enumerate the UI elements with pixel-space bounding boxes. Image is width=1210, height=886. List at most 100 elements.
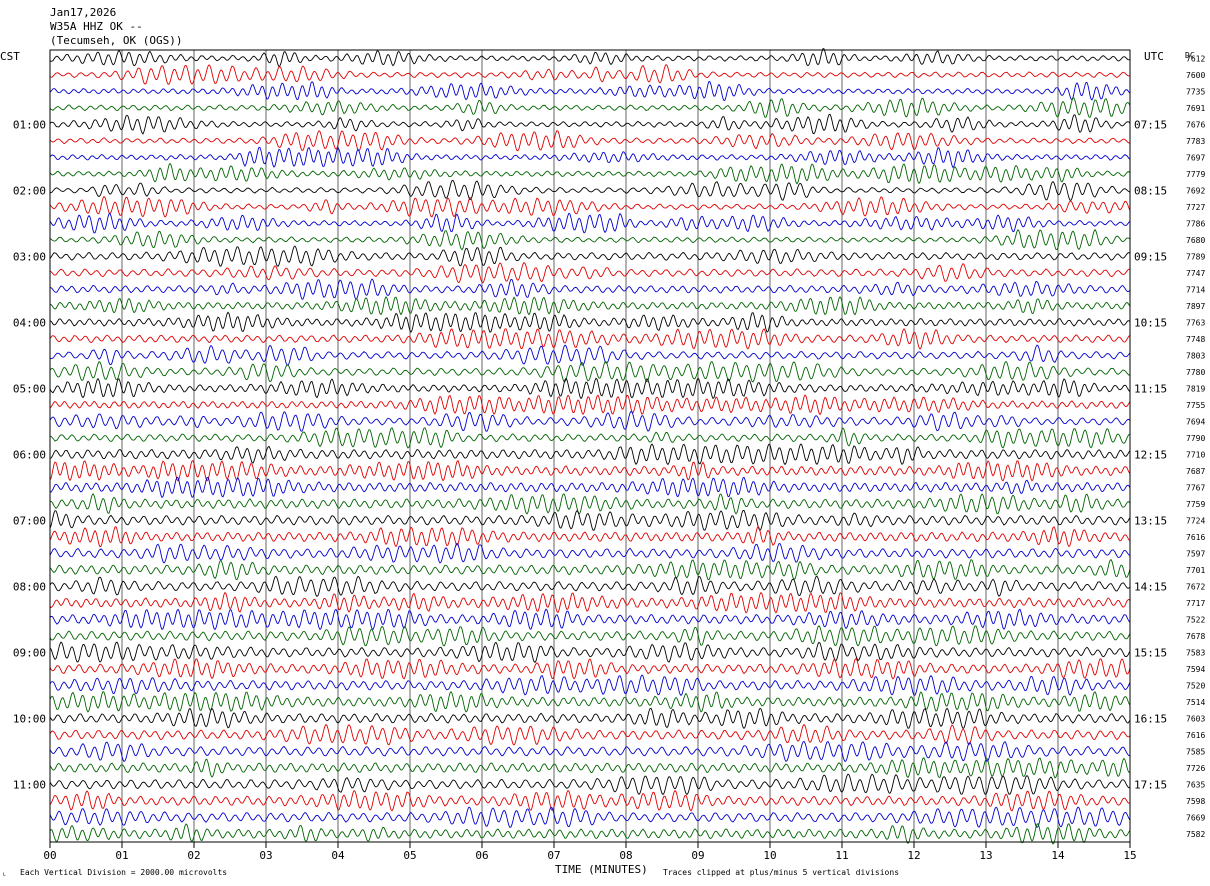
dc-offset-value: 7726: [1186, 764, 1205, 773]
left-hour-label: 02:00: [13, 184, 46, 197]
x-tick-label: 05: [403, 849, 416, 862]
left-hour-label: 03:00: [13, 250, 46, 263]
seismic-trace: [49, 195, 1131, 218]
right-hour-label: 09:15: [1134, 250, 1167, 263]
dc-offset-value: 7786: [1186, 219, 1205, 228]
dc-offset-value: 7755: [1186, 401, 1205, 410]
right-hour-labels: 07:15 08:15 09:15 10:15 11:15 12:15 13:15 14:15…: [1134, 118, 1167, 791]
seismic-trace: [49, 328, 1131, 350]
dc-offset-value: 7616: [1186, 533, 1205, 542]
x-tick-label: 13: [979, 849, 992, 862]
left-hour-label: 01:00: [13, 118, 46, 131]
seismic-trace: [49, 674, 1131, 697]
x-tick-label: 07: [547, 849, 560, 862]
seismic-trace: [49, 48, 1131, 68]
right-hour-label: 10:15: [1134, 316, 1167, 329]
seismic-trace: [49, 757, 1131, 779]
seismic-trace: [49, 558, 1131, 581]
dc-offset-value: 7790: [1186, 434, 1205, 443]
seismic-trace: [49, 360, 1131, 383]
dc-offset-value: 7710: [1186, 450, 1205, 459]
dc-offset-value: 7727: [1186, 203, 1205, 212]
dc-offset-value: 7594: [1186, 665, 1205, 674]
dc-offset-value: 7669: [1186, 813, 1205, 822]
x-tick-label: 15: [1123, 849, 1136, 862]
dc-offset-value: 7780: [1186, 368, 1205, 377]
dc-offset-value: 7603: [1186, 714, 1205, 723]
right-hour-label: 14:15: [1134, 580, 1167, 593]
seismic-trace: [49, 476, 1131, 499]
dc-column-label: DC: [1185, 51, 1195, 60]
x-tick-label: 02: [187, 849, 200, 862]
seismic-trace: [49, 459, 1131, 482]
scale-note: Each Vertical Division = 2000.00 microvo…: [20, 868, 227, 877]
dc-offset-value: 7783: [1186, 137, 1205, 146]
seismic-trace: [49, 311, 1131, 333]
right-hour-label: 11:15: [1134, 382, 1167, 395]
dc-offset-value: 7724: [1186, 516, 1205, 525]
seismic-trace: [49, 740, 1131, 762]
seismic-trace: [49, 179, 1131, 201]
x-tick-label: 01: [115, 849, 128, 862]
dc-offset-value: 7747: [1186, 269, 1205, 278]
dc-offset-value: 7616: [1186, 731, 1205, 740]
seismic-trace: [49, 575, 1131, 598]
dc-offset-value: 7520: [1186, 681, 1205, 690]
dc-offset-value: 7691: [1186, 104, 1205, 113]
right-hour-label: 08:15: [1134, 184, 1167, 197]
dc-offset-value: 7676: [1186, 120, 1205, 129]
x-tick-label: 09: [691, 849, 704, 862]
left-hour-label: 05:00: [13, 382, 46, 395]
seismic-trace: [49, 509, 1131, 532]
dc-offset-value: 7803: [1186, 351, 1205, 360]
seismic-trace: [49, 146, 1131, 169]
seismic-trace: [49, 97, 1131, 118]
dc-offset-value: 7585: [1186, 747, 1205, 756]
dc-offset-value: 7514: [1186, 698, 1205, 707]
seismic-trace: [49, 427, 1131, 449]
seismic-trace: [49, 129, 1131, 152]
seismic-trace: [49, 657, 1131, 680]
right-hour-label: 17:15: [1134, 778, 1167, 791]
dc-offset-value: 7759: [1186, 500, 1205, 509]
x-tick-label: 12: [907, 849, 920, 862]
seismic-trace: [49, 823, 1131, 845]
seismic-trace: [49, 591, 1131, 614]
seismic-trace: [49, 690, 1131, 713]
seismic-trace: [49, 162, 1131, 185]
seismic-trace: [49, 443, 1131, 466]
seismic-trace: [49, 344, 1131, 366]
dc-offset-value: 7694: [1186, 417, 1205, 426]
dc-offset-value: 7735: [1186, 87, 1205, 96]
dc-offset-value: 7789: [1186, 252, 1205, 261]
dc-offset-value: 7600: [1186, 71, 1205, 80]
dc-offset-value: 7763: [1186, 318, 1205, 327]
x-tick-label: 06: [475, 849, 488, 862]
x-axis-ticks: 00 01 02 03 04 05 06 07 08 09 10 11 12 13 14 15: [43, 842, 1137, 862]
dc-offset-labels: 7612 7600 7735 7691 7676 7783 7697 7779 7692 7727…: [1186, 54, 1205, 839]
seismic-trace: [49, 625, 1131, 647]
x-tick-label: 04: [331, 849, 345, 862]
right-hour-label: 13:15: [1134, 514, 1167, 527]
plot-frame: [49, 49, 1131, 843]
seismic-trace: [49, 806, 1131, 828]
dc-offset-value: 7672: [1186, 582, 1205, 591]
dc-offset-value: 7687: [1186, 467, 1205, 476]
x-axis-title: TIME (MINUTES): [555, 863, 648, 876]
seismic-trace: [49, 789, 1131, 812]
trace-group: [49, 48, 1131, 845]
seismic-trace: [49, 608, 1131, 631]
left-hour-label: 11:00: [13, 778, 46, 791]
dc-offset-value: 7598: [1186, 797, 1205, 806]
dc-offset-value: 7612: [1186, 54, 1205, 63]
dc-offset-value: 7819: [1186, 384, 1205, 393]
dc-offset-value: 7583: [1186, 648, 1205, 657]
seismic-trace: [49, 228, 1131, 251]
dc-offset-value: 7522: [1186, 615, 1205, 624]
dc-offset-value: 7701: [1186, 566, 1205, 575]
dc-offset-value: 7714: [1186, 285, 1205, 294]
dc-offset-value: 7767: [1186, 483, 1205, 492]
left-hour-label: 06:00: [13, 448, 46, 461]
dc-offset-value: 7717: [1186, 599, 1205, 608]
